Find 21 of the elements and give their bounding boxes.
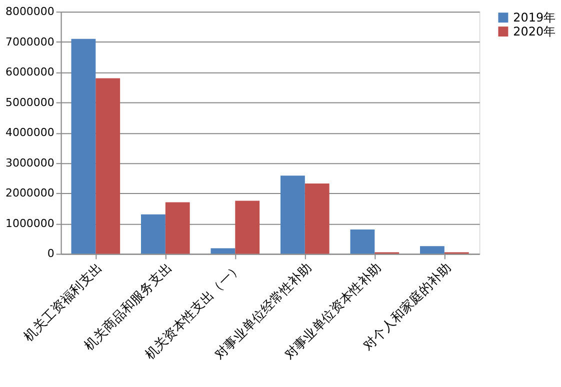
bar [304,184,330,254]
bar [140,214,166,254]
y-tick-label: 2000000 [6,186,54,200]
bar [210,248,236,254]
y-tick-label: 1000000 [6,216,54,230]
y-tick-label: 3000000 [6,156,54,170]
y-tick-label: 7000000 [6,35,54,48]
bar [280,176,305,254]
bar [350,230,375,254]
y-tick-label: 8000000 [6,5,54,18]
y-tick-label: 0 [47,247,54,260]
legend-label: 2020年 [513,24,556,39]
y-tick-label: 6000000 [6,66,54,79]
y-tick-label: 4000000 [6,126,54,140]
y-tick-label: 5000000 [6,96,54,109]
bar [96,78,120,254]
bar [420,246,444,254]
legend-label: 2019年 [513,10,556,25]
bar [235,200,260,254]
bar [165,202,190,254]
bar [71,38,96,254]
